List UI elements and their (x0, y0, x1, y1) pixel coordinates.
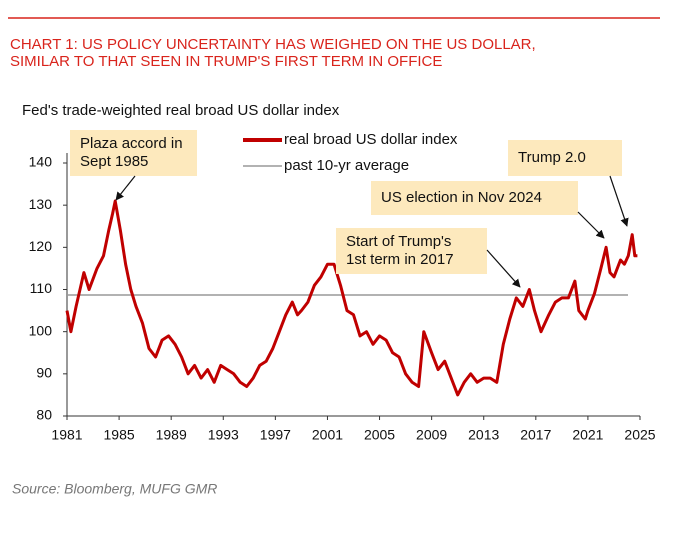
chart-title: CHART 1: US POLICY UNCERTAINTY HAS WEIGH… (10, 36, 536, 53)
annotation-box (371, 181, 578, 215)
annotation-arrow (609, 175, 629, 227)
chart-title: SIMILAR TO THAT SEEN IN TRUMP'S FIRST TE… (10, 53, 442, 70)
x-tick-label: 2013 (468, 427, 499, 443)
y-axis-label: Fed's trade-weighted real broad US dolla… (22, 102, 340, 119)
x-tick-label: 1985 (104, 427, 135, 443)
annotation-text: 1st term in 2017 (346, 251, 454, 268)
annotation-text: Trump 2.0 (518, 149, 586, 166)
x-tick-label: 1981 (51, 427, 82, 443)
y-tick-label: 130 (29, 196, 53, 212)
x-tick-label: 1997 (260, 427, 291, 443)
y-tick-label: 140 (29, 154, 53, 170)
y-tick-label: 110 (30, 280, 53, 296)
annotation-text: US election in Nov 2024 (381, 189, 542, 206)
x-tick-label: 2005 (364, 427, 395, 443)
x-tick-label: 2021 (572, 427, 603, 443)
x-tick-label: 2017 (520, 427, 551, 443)
y-tick-label: 100 (29, 322, 53, 338)
x-tick-label: 2009 (416, 427, 447, 443)
data-line (65, 199, 638, 397)
x-tick-label: 2025 (624, 427, 655, 443)
source: Source: Bloomberg, MUFG GMR (12, 481, 217, 497)
annotation-box (508, 140, 622, 176)
x-tick-label: 2001 (312, 427, 343, 443)
legend-label: past 10-yr average (284, 157, 409, 174)
annotation-box (70, 130, 197, 176)
annotation-box (336, 228, 487, 274)
x-tick-label: 1993 (208, 427, 239, 443)
legend-label: real broad US dollar index (284, 131, 458, 148)
annotation-text: Sept 1985 (80, 153, 148, 170)
annotation-text: Plaza accord in (80, 135, 183, 152)
y-tick-label: 120 (29, 238, 53, 254)
y-tick-label: 90 (36, 365, 52, 381)
annotation-text: Start of Trump's (346, 233, 451, 250)
annotation-arrow (577, 211, 605, 239)
annotation-arrow (115, 175, 136, 201)
x-tick-label: 1989 (156, 427, 187, 443)
annotation-arrow (486, 249, 521, 288)
y-tick-label: 80 (36, 407, 52, 423)
